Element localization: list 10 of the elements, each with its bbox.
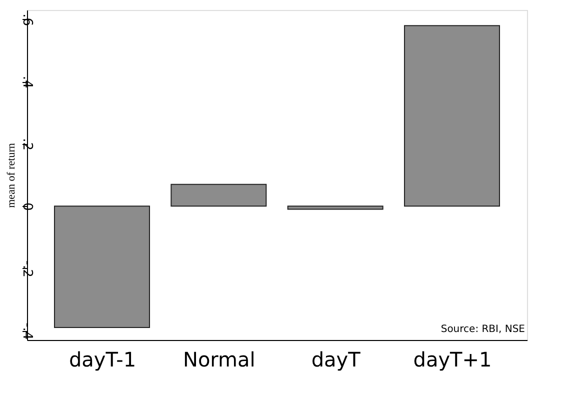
bar [404, 25, 500, 207]
bar [287, 206, 384, 210]
bar [54, 206, 150, 328]
x-tick-label: dayT-1 [68, 348, 136, 372]
bar [170, 184, 267, 207]
x-tick-label: dayT [311, 348, 362, 372]
y-axis-title: mean of return [6, 142, 18, 208]
annotation: Source: RBI, NSE [440, 324, 525, 335]
x-tick-label: dayT+1 [413, 348, 492, 372]
x-tick-label: Normal [182, 348, 256, 372]
